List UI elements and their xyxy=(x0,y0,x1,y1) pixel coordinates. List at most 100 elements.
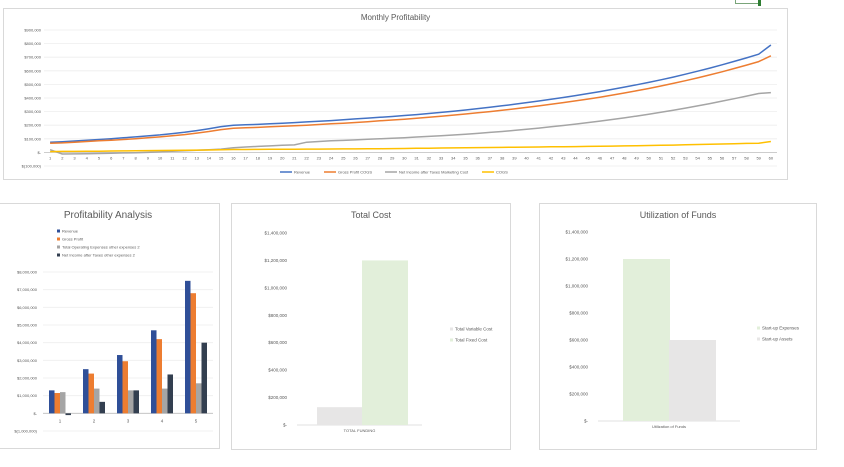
legend-swatch xyxy=(757,337,760,341)
y-tick-label: $200,000 xyxy=(24,123,41,128)
x-tick-label: 2 xyxy=(93,418,96,423)
x-tick-label: 18 xyxy=(256,155,261,160)
x-tick-label: 56 xyxy=(720,155,725,160)
bar xyxy=(196,383,202,414)
x-tick-label: 58 xyxy=(744,155,749,160)
y-tick-label: $1,000,000 xyxy=(264,285,287,290)
bar xyxy=(669,340,716,421)
profitability-analysis-plot: $(1,000,000) $- $1,000,000 $2,000,000 $3,000… xyxy=(14,229,213,434)
x-tick-label: 40 xyxy=(524,155,529,160)
x-tick-label: 55 xyxy=(708,155,713,160)
x-tick-label: 53 xyxy=(683,155,688,160)
x-tick-label: 9 xyxy=(147,155,150,160)
x-tick-label: Utilization of Funds xyxy=(652,424,686,429)
bar xyxy=(317,407,363,425)
legend-label: Net Income after Taxes Marketing Cost xyxy=(399,170,469,175)
bar xyxy=(83,369,89,414)
selection-handle[interactable] xyxy=(758,0,761,6)
x-tick-label: 26 xyxy=(353,155,358,160)
x-tick-label: 34 xyxy=(451,155,456,160)
y-tick-label: $800,000 xyxy=(268,313,287,318)
y-tick-label: $100,000 xyxy=(24,136,41,141)
legend-swatch xyxy=(57,245,60,249)
utilization-of-funds-chart[interactable]: Utilization of Funds $- $200,000 $400,000 $… xyxy=(539,203,817,450)
bar xyxy=(117,355,123,414)
y-tick-label: $300,000 xyxy=(24,109,41,114)
x-tick-label: 7 xyxy=(122,155,125,160)
x-tick-label: 35 xyxy=(463,155,468,160)
x-tick-label: 44 xyxy=(573,155,578,160)
y-tick-label: $1,200,000 xyxy=(565,257,588,262)
x-tick-label: 13 xyxy=(194,155,199,160)
total-cost-chart[interactable]: Total Cost $- $200,000 $400,000 $600,000 $80… xyxy=(231,203,511,450)
y-tick-label: $800,000 xyxy=(24,41,41,46)
y-tick-label: $1,400,000 xyxy=(264,231,287,236)
x-tick-label: 4 xyxy=(86,155,89,160)
legend-label: Total Variable Cost xyxy=(455,327,493,332)
x-tick-label: 15 xyxy=(219,155,224,160)
x-tick-label: 11 xyxy=(170,155,175,160)
bar xyxy=(88,373,94,414)
x-tick-label: 8 xyxy=(135,155,138,160)
x-tick-label: 43 xyxy=(561,155,566,160)
y-tick-label: $200,000 xyxy=(569,392,588,397)
bar xyxy=(99,401,105,414)
y-tick-label: $1,000,000 xyxy=(17,393,38,398)
chart-title: Total Cost xyxy=(350,210,392,220)
x-tick-label: 42 xyxy=(549,155,554,160)
legend-label: Gross Profit COGS xyxy=(338,170,372,175)
y-tick-label: $3,000,000 xyxy=(17,358,38,363)
x-tick-label: 31 xyxy=(414,155,419,160)
profitability-analysis-chart[interactable]: Profitability Analysis $(1,000,000) $- $1,… xyxy=(0,203,220,449)
y-tick-label: $8,000,000 xyxy=(17,270,38,275)
x-tick-label: 6 xyxy=(110,155,113,160)
x-tick-label: 23 xyxy=(317,155,322,160)
bar xyxy=(167,374,173,414)
x-tick-label: 25 xyxy=(341,155,346,160)
y-tick-label: $600,000 xyxy=(268,340,287,345)
y-tick-label: $6,000,000 xyxy=(17,305,38,310)
y-tick-label: $1,200,000 xyxy=(264,258,287,263)
monthly-profitability-chart[interactable]: Monthly Profitability $(100,000) $- $100,0… xyxy=(3,8,788,180)
total-cost-plot: $- $200,000 $400,000 $600,000 $800,000 $1,000… xyxy=(264,231,493,434)
legend-label: Gross Profit xyxy=(62,237,84,242)
x-tick-label: TOTAL FUNDING xyxy=(344,428,376,433)
x-tick-label: 3 xyxy=(127,418,130,423)
x-tick-label: 36 xyxy=(475,155,480,160)
legend-swatch xyxy=(57,237,60,241)
bar xyxy=(151,330,157,414)
x-tick-label: 2 xyxy=(61,155,64,160)
bar xyxy=(49,390,55,414)
y-tick-label: $2,000,000 xyxy=(17,376,38,381)
y-tick-label: $500,000 xyxy=(24,82,41,87)
x-tick-label: 54 xyxy=(695,155,700,160)
x-tick-label: 37 xyxy=(488,155,493,160)
bar xyxy=(623,259,670,421)
x-tick-label: 30 xyxy=(402,155,407,160)
legend-swatch xyxy=(57,253,60,257)
chart-title: Monthly Profitability xyxy=(360,13,431,22)
legend-label: Start-up Expenses xyxy=(762,326,800,331)
bar xyxy=(65,413,71,416)
x-tick-label: 47 xyxy=(610,155,615,160)
x-tick-label: 10 xyxy=(158,155,163,160)
bar xyxy=(54,393,60,414)
y-tick-label: $- xyxy=(283,423,288,428)
y-tick-label: $900,000 xyxy=(24,28,41,33)
y-tick-label: $- xyxy=(37,150,41,155)
bar xyxy=(190,293,196,414)
series-line xyxy=(50,44,772,143)
monthly-profitability-plot: $(100,000) $- $100,000 $200,000 $300,000 $400… xyxy=(22,28,777,175)
y-tick-label: $700,000 xyxy=(24,55,41,60)
legend-label: COGS xyxy=(496,170,508,175)
x-tick-label: 12 xyxy=(182,155,187,160)
x-tick-label: 20 xyxy=(280,155,285,160)
y-tick-label: $(1,000,000) xyxy=(14,429,37,434)
x-tick-label: 46 xyxy=(598,155,603,160)
y-tick-label: $7,000,000 xyxy=(17,287,38,292)
x-tick-label: 19 xyxy=(268,155,273,160)
bar xyxy=(185,280,191,414)
bar xyxy=(156,339,162,414)
y-tick-label: $200,000 xyxy=(268,395,287,400)
x-tick-label: 14 xyxy=(207,155,212,160)
